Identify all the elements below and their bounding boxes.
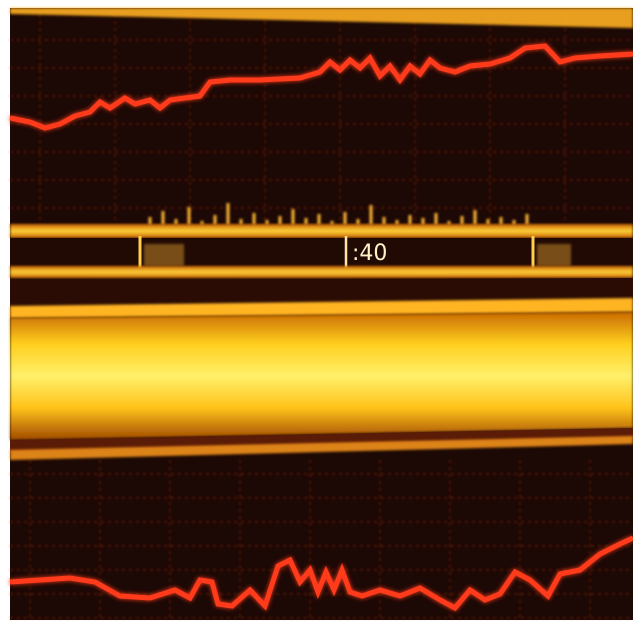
blurred-label (144, 244, 184, 266)
glow-band (10, 312, 633, 440)
lower-grid (10, 460, 633, 620)
blurred-label (537, 244, 571, 266)
dark-gap (10, 428, 633, 452)
upper-bar (10, 224, 633, 238)
lower-trace (9, 535, 633, 612)
time-label: :40 (352, 241, 387, 266)
time-strip (10, 238, 633, 268)
spike-histogram (148, 203, 529, 225)
lower-strip-bar (10, 266, 633, 278)
upper-trace (9, 43, 633, 131)
upper-grid (10, 14, 633, 222)
thin-band (10, 298, 633, 318)
thin-band (10, 436, 633, 460)
top-edge-band (10, 8, 633, 28)
